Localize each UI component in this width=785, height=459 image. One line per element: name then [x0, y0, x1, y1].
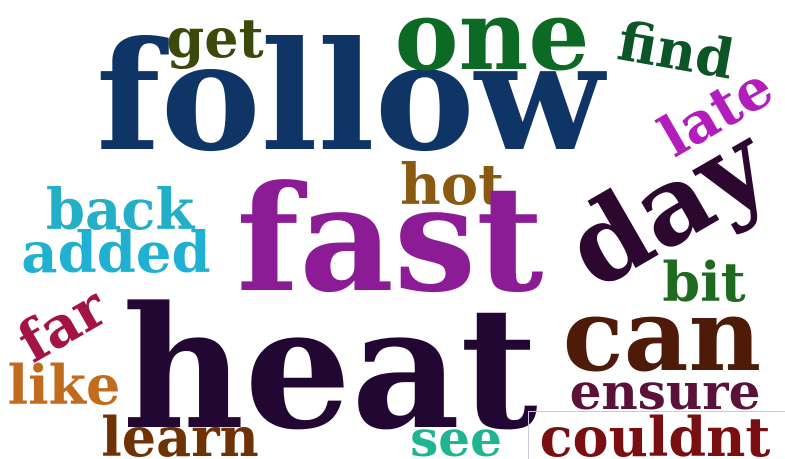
- word-one: one: [394, 0, 590, 92]
- word-follow: follow: [96, 9, 604, 185]
- word-back: back: [45, 177, 195, 243]
- word-bit: bit: [662, 250, 746, 314]
- word-learn: learn: [101, 405, 259, 459]
- word-ensure: ensure: [569, 362, 761, 421]
- word-added: added: [21, 220, 211, 286]
- word-heat: heat: [122, 269, 538, 459]
- word-couldnt: couldnt: [539, 405, 771, 459]
- word-fast: fast: [236, 154, 544, 325]
- frame-line-top: [529, 411, 785, 412]
- word-hot: hot: [400, 152, 504, 218]
- word-can: can: [562, 276, 762, 394]
- frame-line-left: [528, 411, 529, 459]
- word-like: like: [7, 353, 121, 417]
- word-get: get: [166, 6, 264, 70]
- word-see: see: [410, 409, 502, 459]
